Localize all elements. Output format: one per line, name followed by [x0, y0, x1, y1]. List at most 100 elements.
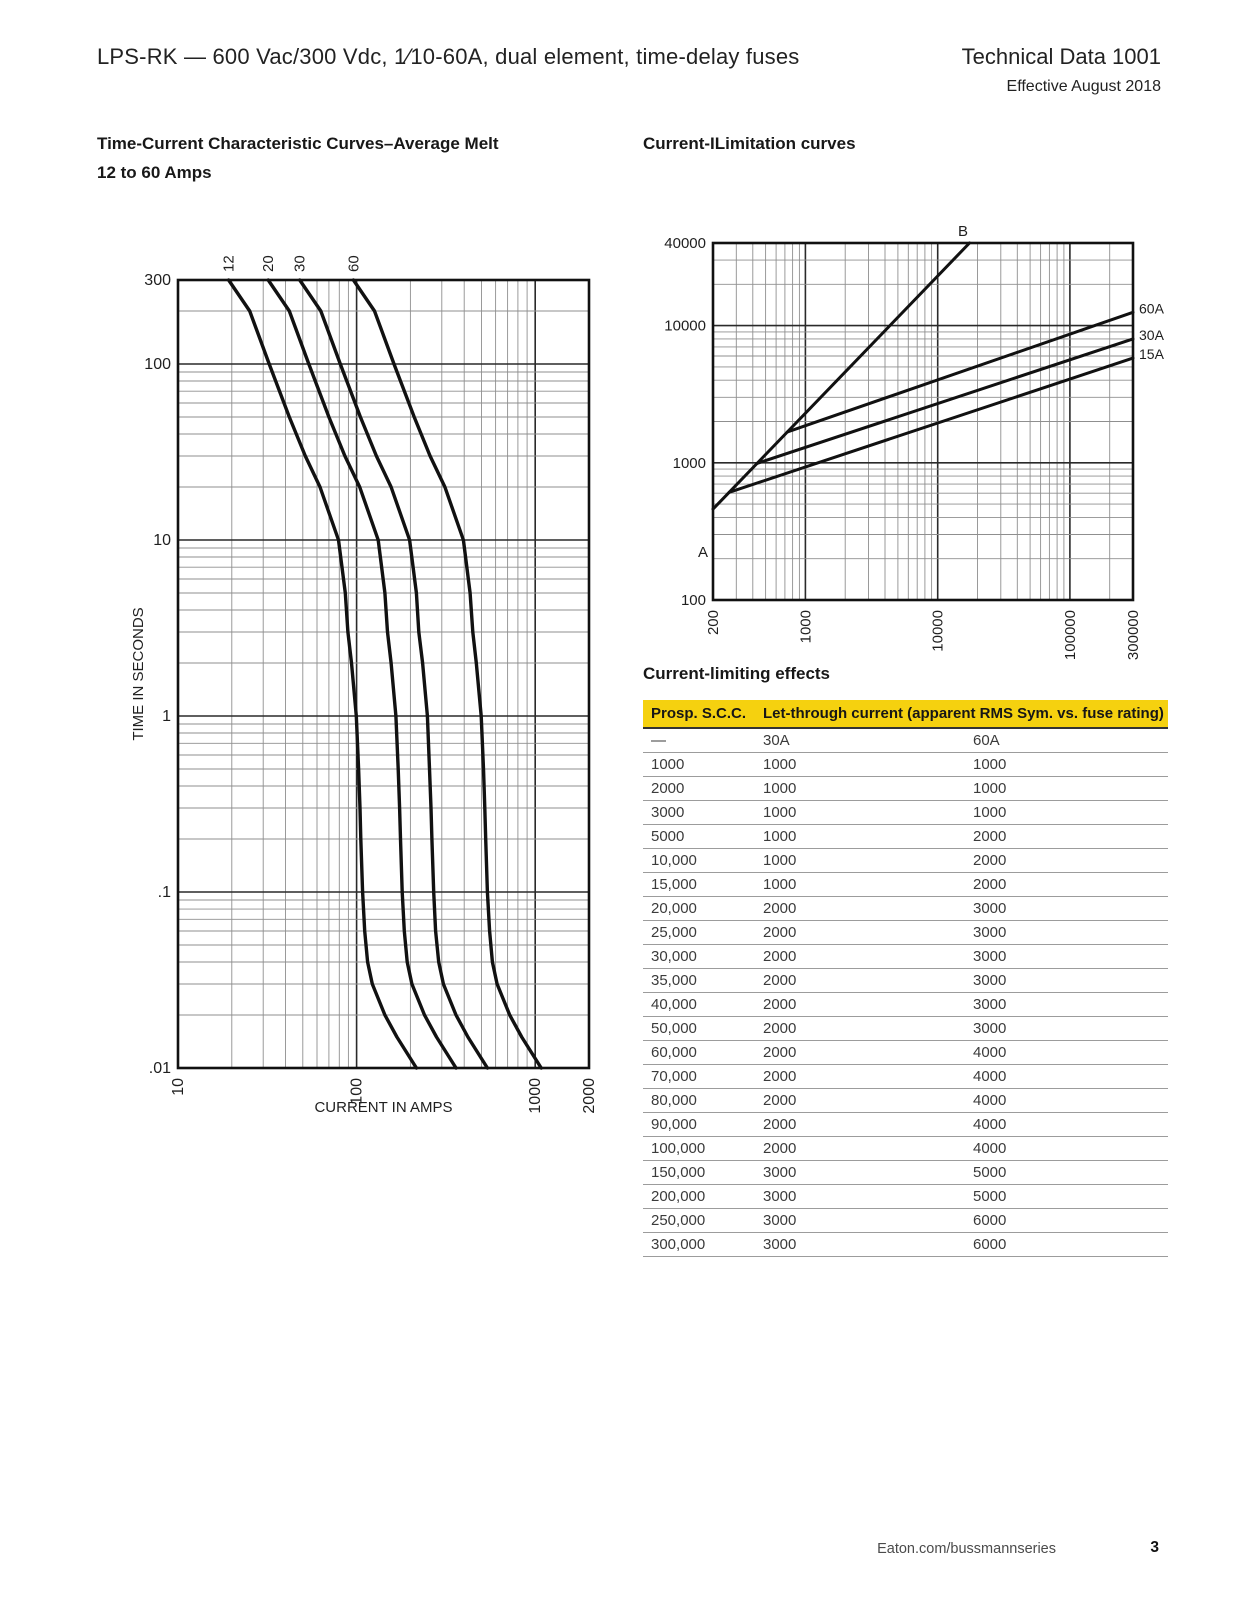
table-cell: 3000: [643, 800, 755, 825]
table-cell: 4000: [965, 1112, 1168, 1137]
x-axis-title: CURRENT IN AMPS: [314, 1099, 452, 1116]
curve-rating-label: 60: [345, 255, 362, 272]
table-row: 3000 1000 1000: [643, 800, 1168, 825]
table-row: 30,000 2000 3000: [643, 944, 1168, 969]
table-row: 35,000 2000 3000: [643, 968, 1168, 993]
current-limiting-table-wrap: Prosp. S.C.C. Let-through current (appar…: [643, 700, 1168, 1257]
y-tick-label: .1: [158, 884, 171, 901]
table-cell: 30,000: [643, 944, 755, 969]
curve-rating-label: 20: [260, 255, 277, 272]
footer-url: Eaton.com/bussmannseries: [877, 1541, 1056, 1557]
table-cell: 1000: [643, 752, 755, 777]
table-row: 60,000 2000 4000: [643, 1040, 1168, 1065]
y-tick-label: 300: [144, 272, 171, 289]
table-row: 15,000 1000 2000: [643, 872, 1168, 897]
table-cell: 3000: [755, 1160, 965, 1185]
table-row: 2000 1000 1000: [643, 776, 1168, 801]
table-cell: 3000: [965, 944, 1168, 969]
table-cell: 70,000: [643, 1064, 755, 1089]
table-cell: 300,000: [643, 1232, 755, 1257]
table-row: 150,000 3000 5000: [643, 1160, 1168, 1185]
table-cell: 2000: [755, 968, 965, 993]
table-header-prosp-scc: Prosp. S.C.C.: [643, 700, 755, 729]
table-cell: 1000: [755, 752, 965, 777]
table-cell: 250,000: [643, 1208, 755, 1233]
table-cell: 3000: [965, 1016, 1168, 1041]
tcc-section-title-line2: 12 to 60 Amps: [97, 163, 212, 182]
table-cell: 15,000: [643, 872, 755, 897]
table-cell: 80,000: [643, 1088, 755, 1113]
y-tick-label: 40000: [664, 235, 706, 252]
table-cell: 3000: [755, 1208, 965, 1233]
x-tick-label: 100: [349, 1078, 366, 1105]
table-cell: 2000: [755, 1064, 965, 1089]
table-cell: 200,000: [643, 1184, 755, 1209]
table-cell: 4000: [965, 1136, 1168, 1161]
table-cell: 1000: [755, 872, 965, 897]
table-row: 10,000 1000 2000: [643, 848, 1168, 873]
table-cell: 6000: [965, 1208, 1168, 1233]
table-cell: 40,000: [643, 992, 755, 1017]
plot-border: [711, 241, 1135, 602]
x-tick-label: 10000: [930, 610, 947, 652]
curve-15A: [727, 356, 1135, 494]
table-cell: 2000: [755, 992, 965, 1017]
line-label-15A: 15A: [1139, 346, 1165, 362]
doc-effective-date: Effective August 2018: [1006, 78, 1161, 95]
table-cell: 2000: [965, 848, 1168, 873]
plot-border: [176, 278, 591, 1070]
table-cell: 3000: [755, 1232, 965, 1257]
table-cell: 3000: [755, 1184, 965, 1209]
table-header-row: Prosp. S.C.C. Let-through current (appar…: [643, 700, 1168, 729]
table-cell: 2000: [643, 776, 755, 801]
table-cell: 3000: [965, 968, 1168, 993]
line-label-60A: 60A: [1139, 300, 1165, 316]
curve-20: [266, 278, 458, 1070]
table-cell: 2000: [965, 824, 1168, 849]
table-cell: 60,000: [643, 1040, 755, 1065]
limitation-section-title: Current-ILimitation curves: [643, 134, 856, 153]
x-tick-label: 300000: [1125, 610, 1142, 660]
table-cell: 2000: [755, 1136, 965, 1161]
table-body: —30A 60A 1000 1000 1000 2000 1000 1000 3000 1000 1…: [643, 728, 1168, 1257]
table-header-let-through: Let-through current (apparent RMS Sym. v…: [755, 700, 1168, 729]
table-cell: 25,000: [643, 920, 755, 945]
y-tick-label: 1000: [673, 455, 706, 472]
x-tick-label: 200: [705, 610, 722, 635]
x-tick-label: 10: [170, 1078, 187, 1096]
table-row: 50,000 2000 3000: [643, 1016, 1168, 1041]
table-cell: 3000: [965, 992, 1168, 1017]
curve-rating-label: 12: [221, 255, 238, 272]
annotation-A: A: [698, 544, 708, 561]
table-cell: 5000: [643, 824, 755, 849]
y-tick-label: 100: [681, 592, 706, 609]
table-cell: 2000: [755, 1112, 965, 1137]
table-section-title: Current-limiting effects: [643, 664, 831, 683]
x-tick-label: 1000: [797, 610, 814, 643]
table-row: 70,000 2000 4000: [643, 1064, 1168, 1089]
table-cell: 5000: [965, 1184, 1168, 1209]
tcc-section-title-line1: Time-Current Characteristic Curves–Avera…: [97, 134, 499, 153]
y-tick-label: 10: [153, 532, 171, 549]
table-cell: 1000: [965, 752, 1168, 777]
table-cell: 4000: [965, 1064, 1168, 1089]
page-title: LPS-RK — 600 Vac/300 Vdc, 1⁄10-60A, dual…: [97, 44, 800, 69]
doc-reference: Technical Data 1001: [961, 44, 1161, 69]
table-cell: 30A: [755, 728, 965, 753]
table-cell: 1000: [965, 800, 1168, 825]
y-tick-label: 100: [144, 356, 171, 373]
table-row: 100,000 2000 4000: [643, 1136, 1168, 1161]
table-row: 90,000 2000 4000: [643, 1112, 1168, 1137]
table-cell: 4000: [965, 1088, 1168, 1113]
table-cell: 2000: [755, 1040, 965, 1065]
table-cell: 10,000: [643, 848, 755, 873]
grid: [177, 279, 590, 1069]
table-cell: 6000: [965, 1232, 1168, 1257]
table-row: 25,000 2000 3000: [643, 920, 1168, 945]
footer-page-number: 3: [1150, 1539, 1159, 1556]
table-cell: 90,000: [643, 1112, 755, 1137]
table-row: 20,000 2000 3000: [643, 896, 1168, 921]
table-cell: 100,000: [643, 1136, 755, 1161]
